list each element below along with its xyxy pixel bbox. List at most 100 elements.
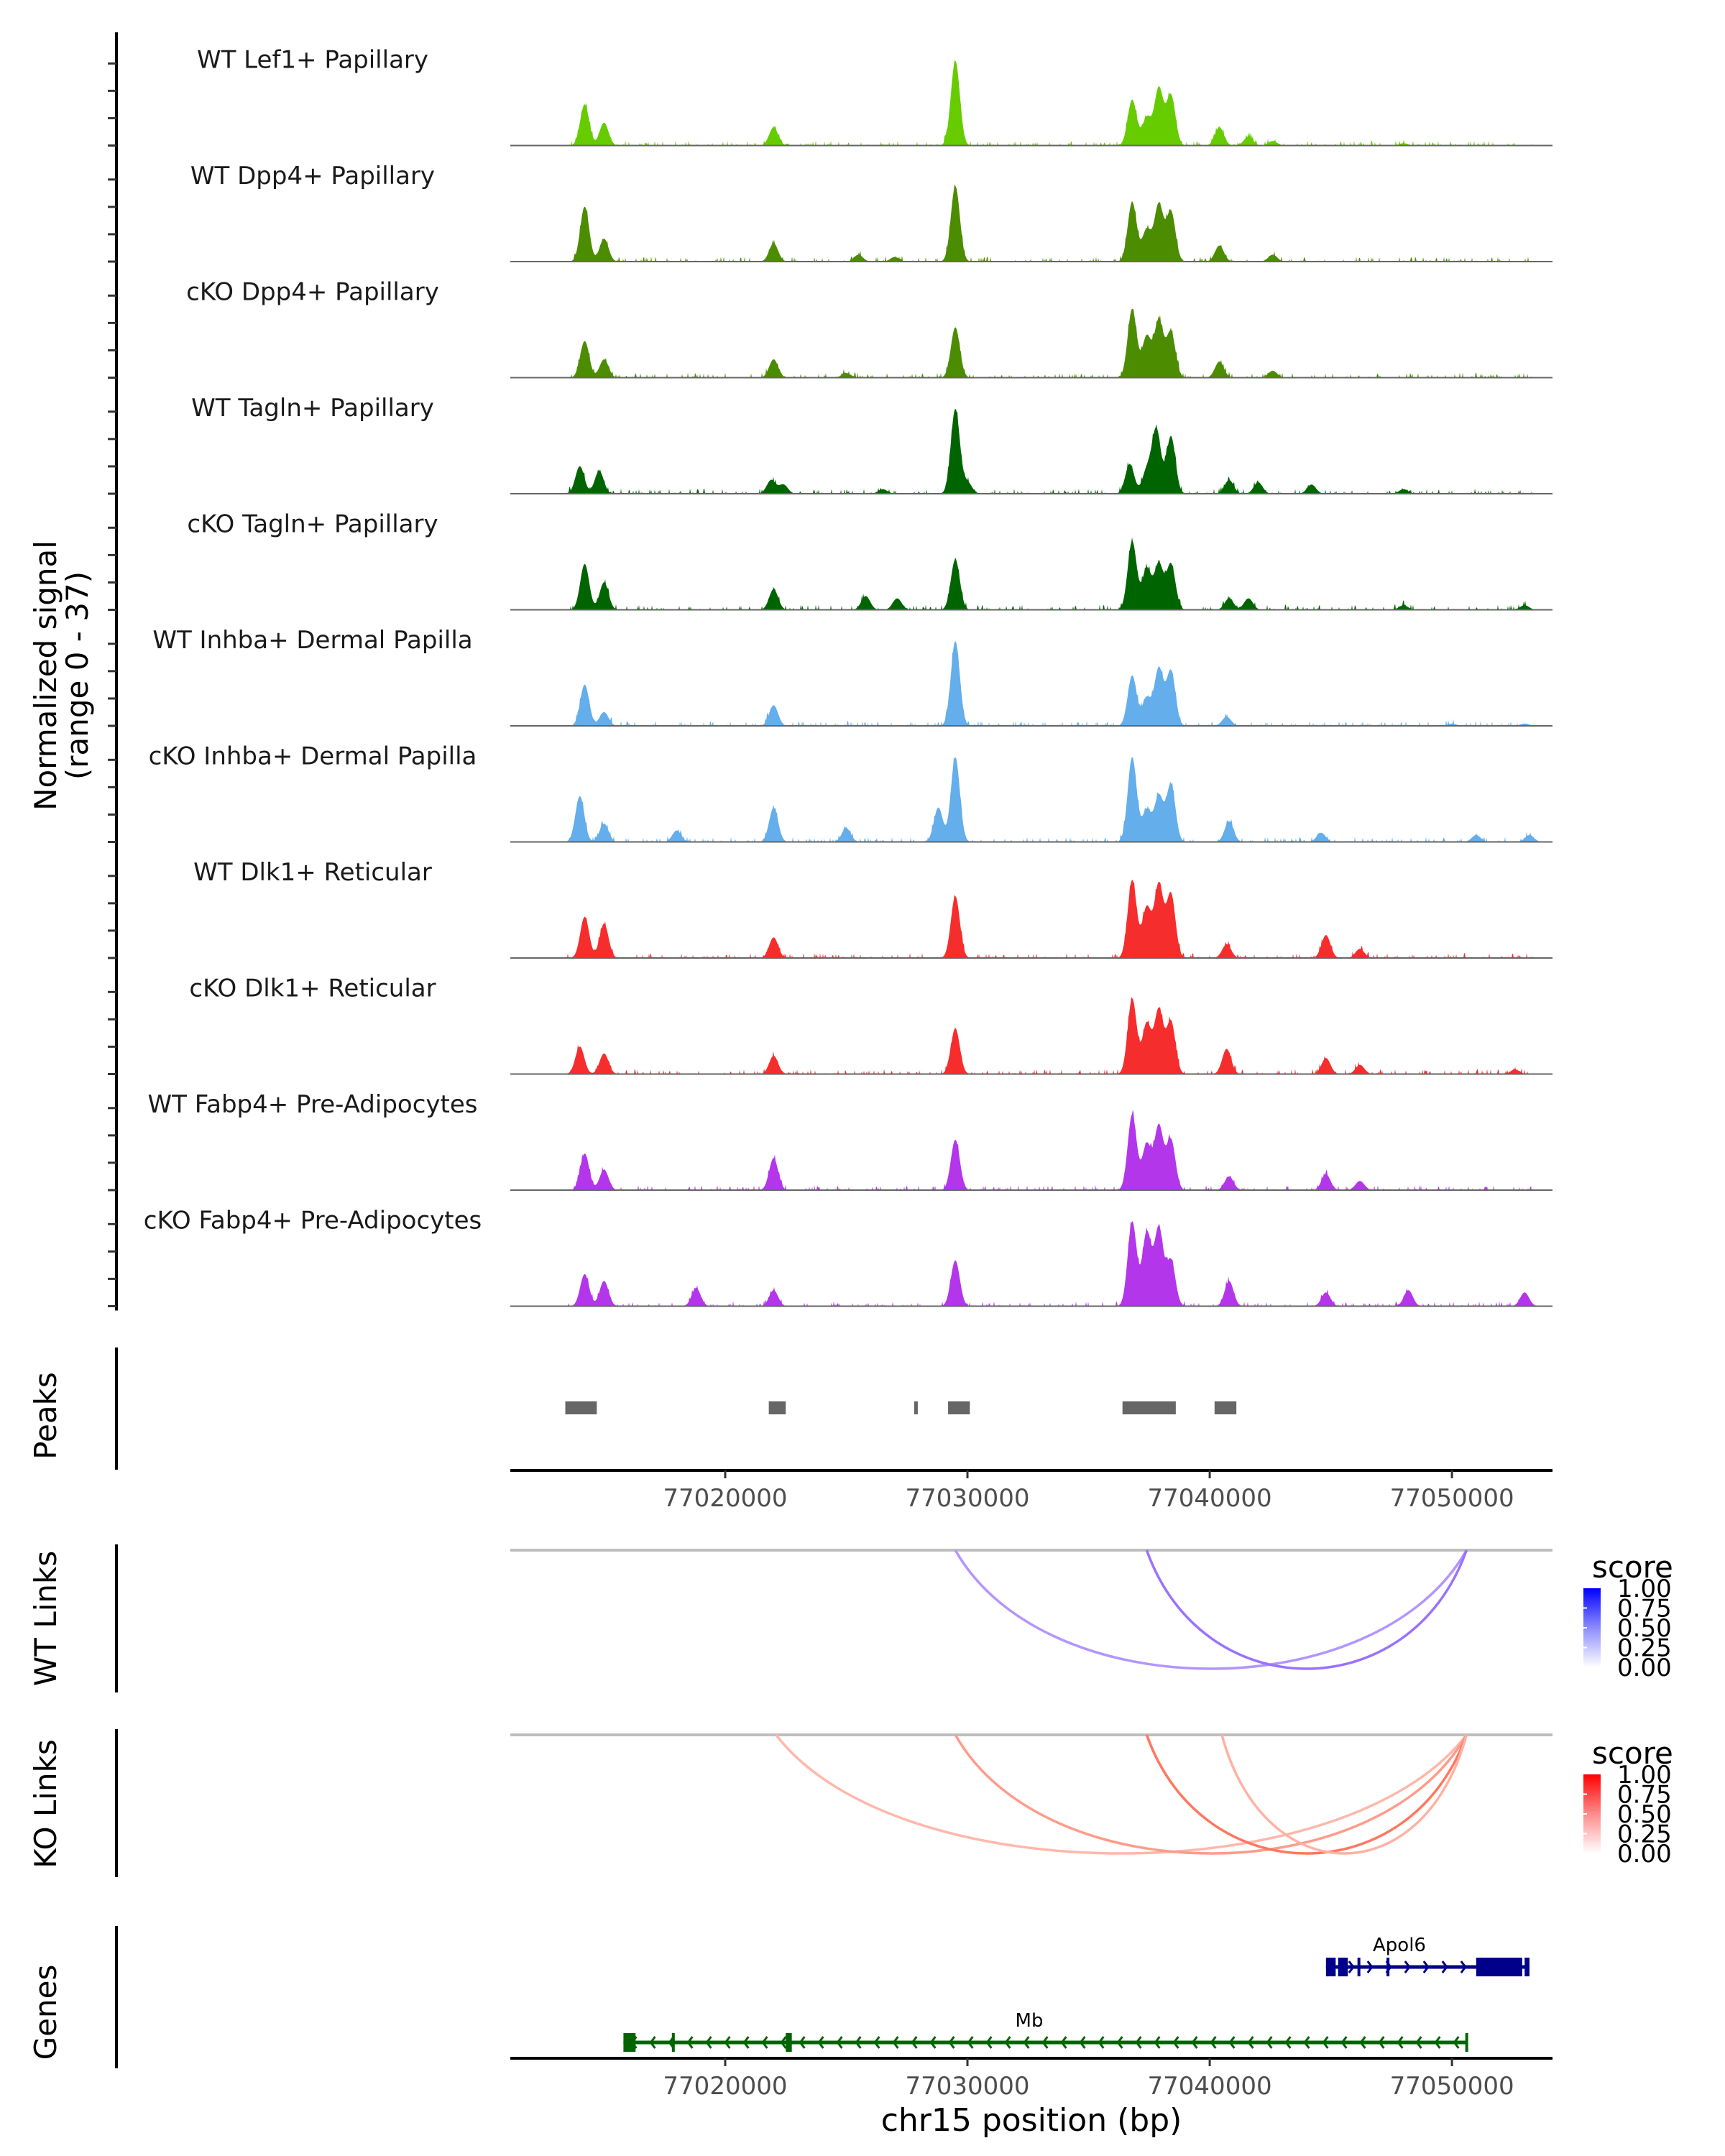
gene-exon [1338, 1958, 1348, 1976]
strand-arrow-icon [1191, 2036, 1198, 2049]
coverage-area [510, 184, 1552, 262]
track-label: WT Tagln+ Papillary [191, 394, 434, 423]
link-arc [1220, 1734, 1468, 1855]
coverage-track: cKO Fabp4+ Pre-Adipocytes [108, 1207, 1552, 1307]
strand-arrow-icon [742, 2036, 750, 2049]
coverage-track: cKO Dlk1+ Reticular [108, 975, 1552, 1075]
strand-arrow-icon [985, 2036, 993, 2049]
strand-arrow-icon [1404, 1961, 1411, 1973]
legend-tick-label: 0.25 [1617, 1820, 1672, 1849]
strand-arrow-icon [1135, 2036, 1142, 2049]
peak-region [1122, 1401, 1176, 1414]
coverage-area [510, 308, 1552, 378]
coverage-area [510, 60, 1552, 146]
x-axis-label: chr15 position (bp) [881, 2102, 1182, 2139]
coverage-area [510, 757, 1552, 842]
y-axis-label-line1: Normalized signal [28, 540, 63, 811]
coverage-track: WT Tagln+ Papillary [108, 394, 1552, 495]
x-tick-label: 77050000 [1390, 2072, 1514, 2101]
peaks-track: Peaks [28, 1348, 1237, 1470]
legend-tick-label: 0.50 [1617, 1614, 1672, 1643]
legend-title: score [1592, 1549, 1673, 1585]
coverage-area [510, 1110, 1552, 1190]
x-axis-lower: 77020000 77030000 77040000 77050000 [510, 2057, 1552, 2101]
strand-arrow-icon [1348, 1961, 1355, 1973]
gene-name: Apol6 [1373, 1935, 1426, 1956]
legend-title: score [1592, 1736, 1673, 1771]
strand-arrow-icon [1322, 2036, 1329, 2049]
strand-arrow-icon [1247, 2036, 1254, 2049]
gene-exon [1524, 1958, 1530, 1976]
strand-arrow-icon [1154, 2036, 1161, 2049]
genes-track: Genes Apol6 Mb [28, 1926, 1530, 2068]
coverage-track: WT Inhba+ Dermal Papilla [108, 626, 1552, 727]
x-tick-label: 77030000 [905, 1484, 1029, 1513]
strand-arrow-icon [1004, 2036, 1011, 2049]
legend-tick-label: 1.00 [1617, 1761, 1672, 1789]
legend-tick-label: 0.75 [1617, 1781, 1672, 1810]
coverage-track: cKO Inhba+ Dermal Papilla [108, 742, 1552, 843]
legend-tick-label: 1.00 [1617, 1575, 1672, 1603]
strand-arrow-icon [929, 2036, 937, 2049]
coverage-area [510, 880, 1552, 958]
coverage-area [510, 537, 1552, 610]
track-label: cKO Tagln+ Papillary [187, 510, 438, 539]
coverage-tracks: WT Lef1+ Papillary WT Dpp4+ Papillary cKO … [108, 32, 1552, 1311]
strand-arrow-icon [1060, 2036, 1067, 2049]
strand-arrow-icon [873, 2036, 880, 2049]
legend-tick-label: 0.00 [1617, 1840, 1672, 1869]
coverage-track: WT Lef1+ Papillary [108, 46, 1552, 147]
strand-arrow-icon [1303, 2036, 1310, 2049]
coverage-track: WT Fabp4+ Pre-Adipocytes [108, 1090, 1552, 1192]
gene-exon [1357, 1958, 1361, 1976]
x-tick-label: 77030000 [905, 2072, 1029, 2101]
strand-arrow-icon [911, 2036, 918, 2049]
peak-region [768, 1401, 786, 1414]
strand-arrow-icon [836, 2036, 843, 2049]
link-arc [775, 1733, 1468, 1855]
track-label: cKO Dlk1+ Reticular [189, 975, 436, 1003]
track-label: WT Inhba+ Dermal Papilla [152, 626, 472, 655]
strand-arrow-icon [799, 2036, 806, 2049]
legend-tick-label: 0.00 [1617, 1654, 1672, 1682]
x-tick-label: 77040000 [1148, 2072, 1272, 2101]
y-axis-label-line2: (range 0 - 37) [60, 571, 95, 780]
gene-model: Apol6 [1325, 1935, 1530, 1976]
strand-arrow-icon [1359, 2036, 1366, 2049]
track-label: WT Fabp4+ Pre-Adipocytes [148, 1090, 478, 1119]
coverage-area [510, 409, 1552, 494]
gene-model: Mb [623, 2010, 1468, 2052]
gene-exon [786, 2033, 792, 2052]
strand-arrow-icon [1422, 1961, 1430, 1973]
y-axis-label: Normalized signal (range 0 - 37) [28, 540, 95, 811]
peak-region [565, 1401, 597, 1414]
strand-arrow-icon [1041, 2036, 1049, 2049]
peak-region [914, 1401, 918, 1414]
track-label: cKO Fabp4+ Pre-Adipocytes [144, 1207, 482, 1235]
coverage-track: WT Dpp4+ Papillary [108, 162, 1552, 263]
strand-arrow-icon [1453, 2036, 1460, 2049]
legend-tick-label: 0.50 [1617, 1800, 1672, 1829]
strand-arrow-icon [1460, 1961, 1467, 1973]
link-arc [1145, 1734, 1468, 1855]
strand-arrow-icon [855, 2036, 862, 2049]
strand-arrow-icon [892, 2036, 899, 2049]
x-tick-label: 77020000 [663, 1484, 787, 1513]
strand-arrow-icon [1116, 2036, 1123, 2049]
track-label: WT Dpp4+ Papillary [190, 162, 435, 190]
strand-arrow-icon [649, 2036, 656, 2049]
gene-name: Mb [1016, 2010, 1044, 2032]
strand-arrow-icon [1266, 2036, 1273, 2049]
x-tick-label: 77050000 [1390, 1484, 1514, 1513]
coverage-track: cKO Tagln+ Papillary [108, 510, 1552, 611]
legend-tick-label: 0.25 [1617, 1634, 1672, 1663]
strand-arrow-icon [948, 2036, 955, 2049]
strand-arrow-icon [1441, 1961, 1448, 1973]
strand-arrow-icon [780, 2036, 787, 2049]
x-tick-label: 77040000 [1148, 1484, 1272, 1513]
